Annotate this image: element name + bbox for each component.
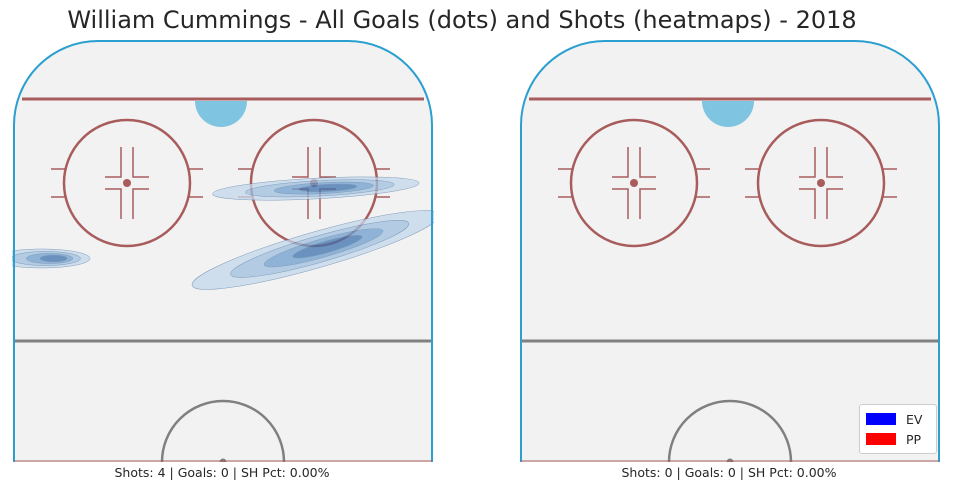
- faceoff-l-mark: [319, 147, 336, 178]
- legend-item-pp: PP: [866, 429, 930, 449]
- ice-surface: [14, 41, 432, 462]
- boards-outline: [13, 40, 433, 462]
- faceoff-l-mark: [105, 147, 122, 178]
- ice-surface: [521, 41, 939, 462]
- rink-right: [520, 40, 940, 462]
- shot-density-contour: [292, 235, 363, 259]
- faceoff-l-mark: [132, 147, 149, 178]
- shot-density-contour: [298, 183, 357, 193]
- goal-crease: [702, 101, 754, 127]
- legend-swatch-ev: [866, 413, 896, 425]
- faceoff-l-mark: [826, 188, 843, 219]
- legend-label-pp: PP: [906, 431, 922, 447]
- faceoff-l-mark: [799, 188, 816, 219]
- caption-left: Shots: 4 | Goals: 0 | SH Pct: 0.00%: [114, 465, 330, 480]
- legend-swatch-pp: [866, 433, 896, 445]
- faceoff-l-mark: [105, 188, 122, 219]
- faceoff-l-mark: [799, 147, 816, 178]
- center-circle: [667, 399, 793, 462]
- faceoff-l-mark: [826, 147, 843, 178]
- faceoff-dot-right: [817, 179, 825, 187]
- shot-heatmap-cluster: [212, 176, 420, 201]
- faceoff-l-mark: [292, 147, 309, 178]
- rink-left: [12, 40, 434, 462]
- goal-crease: [195, 101, 247, 127]
- shot-density-contour: [39, 254, 68, 263]
- caption-right: Shots: 0 | Goals: 0 | SH Pct: 0.00%: [621, 465, 837, 480]
- faceoff-l-mark: [132, 188, 149, 219]
- faceoff-circle-left: [569, 118, 699, 248]
- legend: EV PP: [859, 404, 937, 454]
- legend-item-ev: EV: [866, 409, 930, 429]
- faceoff-circle-left: [62, 118, 192, 248]
- shot-heatmap-cluster: [12, 248, 91, 269]
- faceoff-l-mark: [612, 188, 629, 219]
- faceoff-l-mark: [639, 147, 656, 178]
- center-circle: [160, 399, 286, 462]
- boards-outline: [520, 40, 940, 462]
- chart-title: William Cummings - All Goals (dots) and …: [67, 6, 857, 34]
- faceoff-dot-left: [123, 179, 131, 187]
- legend-label-ev: EV: [906, 411, 923, 427]
- faceoff-circle-right: [756, 118, 886, 248]
- faceoff-l-mark: [612, 147, 629, 178]
- faceoff-dot-left: [630, 179, 638, 187]
- shot-heatmap-cluster: [191, 210, 434, 290]
- faceoff-l-mark: [639, 188, 656, 219]
